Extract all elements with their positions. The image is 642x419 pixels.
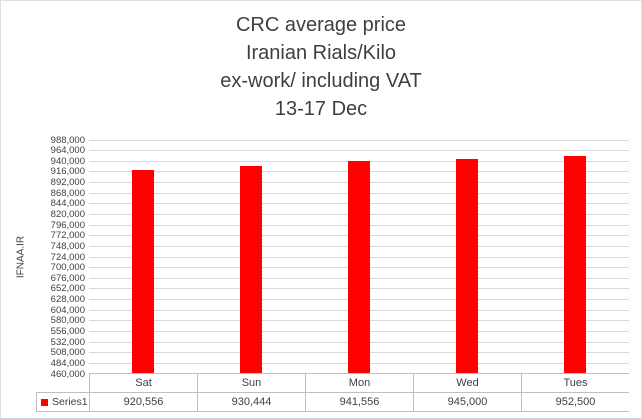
y-tick-label: 892,000 [50, 177, 85, 189]
data-table: Sat Sun Mon Wed Tues Series1 920,556 930,444 941… [36, 373, 629, 412]
chart-title-line-2: Iranian Rials/Kilo [245, 42, 397, 64]
y-tick-label: 532,000 [50, 336, 85, 348]
bar-tues [564, 155, 586, 374]
category-header-cell: Tues [521, 373, 629, 392]
value-cell: 941,556 [305, 392, 413, 411]
gridline [89, 139, 629, 141]
y-tick-label: 580,000 [50, 315, 85, 327]
y-tick-label: 796,000 [50, 219, 85, 231]
y-tick-label: 724,000 [50, 251, 85, 263]
y-tick-label: 700,000 [50, 262, 85, 274]
category-header-cell: Mon [305, 373, 413, 392]
table-corner-spacer [36, 373, 89, 392]
y-tick-label: 508,000 [50, 347, 85, 359]
plot-area [89, 139, 629, 375]
category-header-cell: Wed [413, 373, 521, 392]
y-axis-tick-labels: 988,000 964,000 940,000 916,000 892,000 868,0… [1, 1, 85, 418]
gridline [89, 150, 629, 152]
chart-title-line-4: 13-17 Dec [274, 98, 368, 120]
bar-sat [132, 169, 154, 374]
y-tick-label: 556,000 [50, 325, 85, 337]
y-tick-label: 628,000 [50, 294, 85, 306]
y-tick-label: 748,000 [50, 240, 85, 252]
y-tick-label: 940,000 [50, 155, 85, 167]
y-tick-label: 868,000 [50, 187, 85, 199]
bar-wed [456, 159, 478, 374]
chart-title: CRC average price Iranian Rials/Kilo ex-… [1, 11, 641, 123]
y-tick-label: 604,000 [50, 304, 85, 316]
legend-series-label: Series1 [52, 396, 88, 408]
y-tick-label: 484,000 [50, 357, 85, 369]
value-cell: 952,500 [521, 392, 629, 411]
y-tick-label: 772,000 [50, 230, 85, 242]
value-cell: 945,000 [413, 392, 521, 411]
y-tick-label: 844,000 [50, 198, 85, 210]
value-cell: 930,444 [197, 392, 305, 411]
y-tick-label: 460,000 [50, 368, 85, 380]
y-tick-label: 676,000 [50, 272, 85, 284]
bar-mon [348, 160, 370, 374]
legend-marker-icon [41, 398, 48, 406]
category-header-cell: Sat [89, 373, 197, 392]
y-tick-label: 652,000 [50, 283, 85, 295]
legend-key: Series1 [36, 392, 89, 411]
bar-sun [240, 165, 262, 374]
y-tick-label: 964,000 [50, 145, 85, 157]
chart-title-line-3: ex-work/ including VAT [220, 70, 422, 92]
value-cell: 920,556 [89, 392, 197, 411]
y-tick-label: 916,000 [50, 166, 85, 178]
y-tick-label: 988,000 [50, 134, 85, 146]
category-header-cell: Sun [197, 373, 305, 392]
chart-title-line-1: CRC average price [235, 14, 407, 36]
y-tick-label: 820,000 [50, 208, 85, 220]
